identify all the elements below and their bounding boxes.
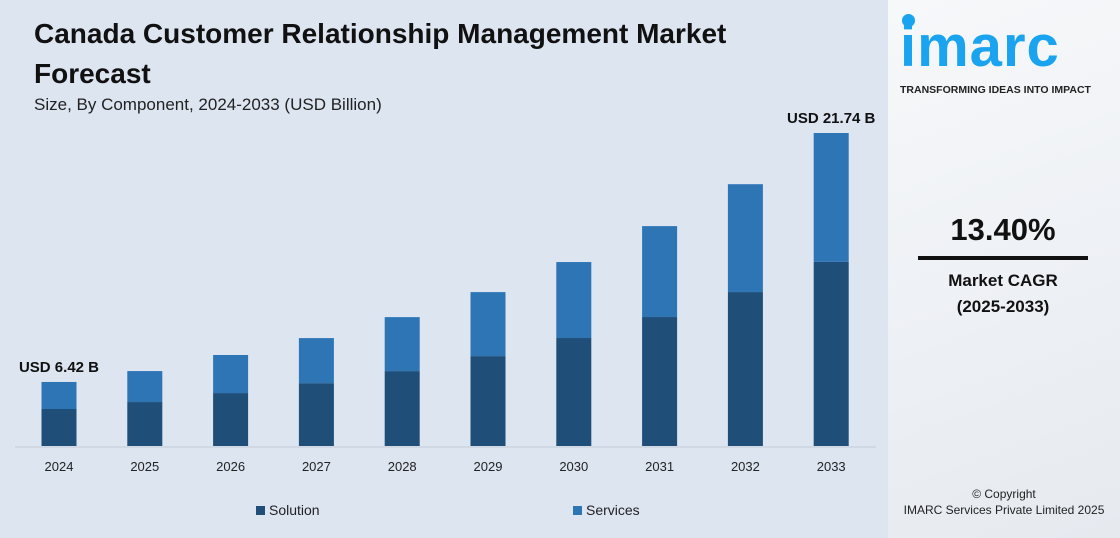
bar-solution-2027 bbox=[298, 383, 334, 446]
x-tick-label: 2024 bbox=[45, 459, 74, 474]
legend-swatch-services bbox=[573, 505, 582, 515]
info-panel bbox=[888, 0, 1120, 538]
bar-services-2026 bbox=[213, 354, 249, 394]
cagr-period: (2025-2033) bbox=[956, 297, 1050, 316]
cagr-box: 13.40% Market CAGR (2025-2033) bbox=[918, 212, 1088, 320]
bar-services-2030 bbox=[556, 262, 592, 339]
bar-solution-2029 bbox=[470, 356, 506, 446]
x-tick-label: 2029 bbox=[474, 459, 503, 474]
company-line: IMARC Services Private Limited 2025 bbox=[903, 503, 1105, 517]
bar-solution-2026 bbox=[213, 393, 249, 446]
x-tick-label: 2030 bbox=[559, 459, 588, 474]
copyright: © Copyright IMARC Services Private Limit… bbox=[892, 486, 1116, 518]
x-tick-label: 2027 bbox=[302, 459, 331, 474]
bar-solution-2030 bbox=[556, 338, 592, 446]
legend-swatch-solution bbox=[256, 505, 265, 515]
x-tick-label: 2025 bbox=[130, 459, 159, 474]
bar-solution-2024 bbox=[41, 408, 77, 446]
cagr-value: 13.40% bbox=[950, 212, 1056, 247]
bar-chart: 2024 USD 6.42 B 2025 2026 2027 2028 2029 2030 20… bbox=[15, 110, 876, 474]
legend-label: Services bbox=[586, 502, 640, 518]
bar-services-2025 bbox=[127, 371, 163, 403]
x-tick-label: 2026 bbox=[216, 459, 245, 474]
cagr-label: Market CAGR bbox=[948, 271, 1058, 290]
logo-dot bbox=[902, 14, 915, 27]
chart-title: Canada Customer Relationship Management … bbox=[34, 18, 727, 89]
x-tick-label: 2032 bbox=[731, 459, 760, 474]
chart-subtitle: Size, By Component, 2024-2033 (USD Billi… bbox=[34, 95, 382, 114]
bar-solution-2033 bbox=[813, 261, 849, 446]
imarc-logo: imarc TRANSFORMING IDEAS INTO IMPACT bbox=[900, 12, 1110, 96]
bar-services-2029 bbox=[470, 292, 506, 357]
bar-solution-2032 bbox=[727, 292, 763, 446]
bar-services-2033 bbox=[813, 133, 849, 262]
data-label-2033: USD 21.74 B bbox=[787, 110, 876, 127]
bar-services-2027 bbox=[298, 338, 334, 384]
copyright-line: © Copyright bbox=[972, 487, 1036, 501]
x-tick-label: 2031 bbox=[645, 459, 674, 474]
legend-solution: Solution bbox=[256, 502, 320, 518]
cagr-divider bbox=[918, 256, 1088, 260]
x-tick-label: 2033 bbox=[817, 459, 846, 474]
bar-services-2031 bbox=[642, 226, 678, 318]
data-label-2024: USD 6.42 B bbox=[19, 359, 99, 376]
logo-wordmark: imarc bbox=[900, 14, 1060, 79]
bar-solution-2031 bbox=[642, 317, 678, 446]
bar-services-2028 bbox=[384, 317, 420, 372]
logo-tagline: TRANSFORMING IDEAS INTO IMPACT bbox=[900, 84, 1091, 96]
bar-services-2024 bbox=[41, 381, 77, 409]
legend-services: Services bbox=[573, 502, 640, 518]
bar-solution-2025 bbox=[127, 402, 163, 446]
bar-solution-2028 bbox=[384, 371, 420, 446]
x-tick-label: 2028 bbox=[388, 459, 417, 474]
bar-services-2032 bbox=[727, 184, 763, 293]
legend-label: Solution bbox=[269, 502, 320, 518]
